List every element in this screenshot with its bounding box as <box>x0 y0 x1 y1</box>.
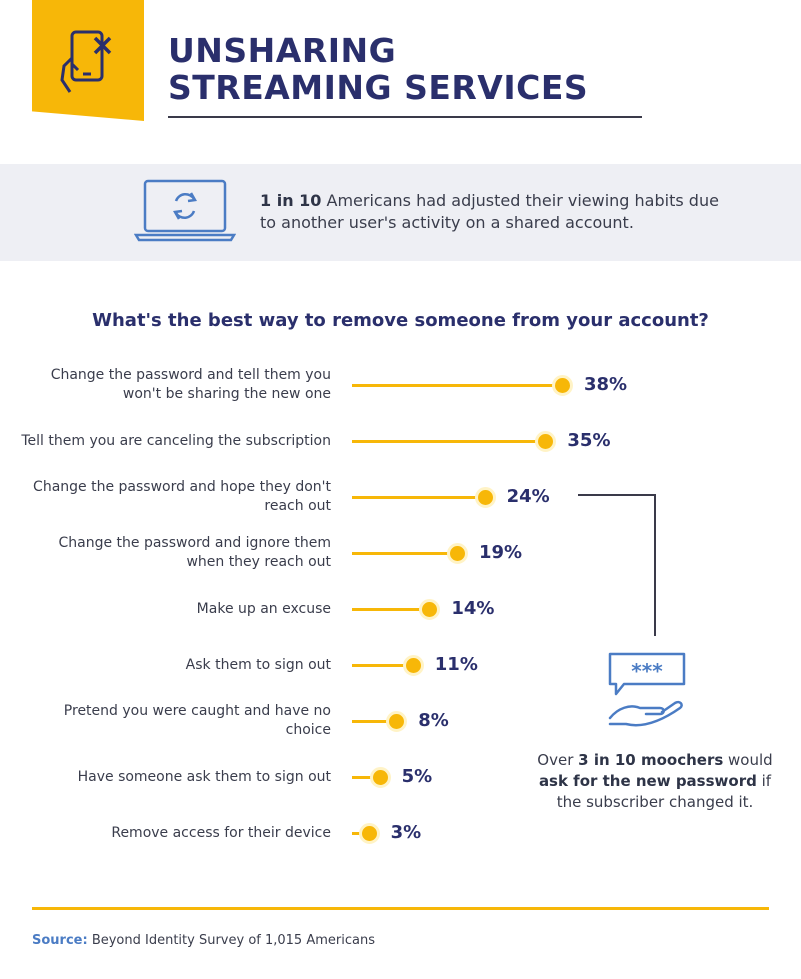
value-dot <box>419 599 441 620</box>
chart-row: Remove access for their device 3% <box>0 811 801 867</box>
value-bar <box>352 664 413 667</box>
category-label: Change the password and tell them you wo… <box>50 367 331 402</box>
chart-row: Have someone ask them to sign out 5% <box>0 755 801 811</box>
value-label: 35% <box>567 430 611 451</box>
category-label: Remove access for their device <box>111 824 331 841</box>
svg-text:***: *** <box>631 659 663 683</box>
category-label: Ask them to sign out <box>185 656 331 673</box>
source-text: Beyond Identity Survey of 1,015 American… <box>87 933 375 948</box>
laptop-refresh-icon <box>134 179 236 242</box>
chart-row: Change the password and tell them you wo… <box>0 363 801 419</box>
value-dot <box>358 823 380 844</box>
value-dot <box>552 375 573 396</box>
value-bar <box>352 776 380 779</box>
category-label: Change the password and hope they don't … <box>33 479 331 514</box>
category-label: Change the password and ignore them when… <box>58 535 331 570</box>
chart-row: Make up an excuse 14% <box>0 587 801 643</box>
chart-row: Change the password and hope they don't … <box>0 475 801 531</box>
category-label: Make up an excuse <box>196 600 331 617</box>
value-bar <box>352 552 457 555</box>
chart-row: Pretend you were caught and have no choi… <box>0 699 801 755</box>
footer-divider <box>32 907 769 910</box>
callout-connector-vertical <box>654 494 656 636</box>
chart-row: Change the password and ignore them when… <box>0 531 801 587</box>
title-divider <box>168 116 642 118</box>
value-label: 3% <box>390 822 422 843</box>
header-icon-banner <box>32 0 144 121</box>
value-bar <box>352 496 485 499</box>
password-request-icon: *** <box>608 652 686 727</box>
value-dot <box>369 767 391 788</box>
value-dot <box>447 543 468 564</box>
stat-text: 1 in 10 Americans had adjusted their vie… <box>260 190 720 234</box>
stat-body: Americans had adjusted their viewing hab… <box>260 191 719 232</box>
source-label: Source: <box>32 933 88 948</box>
value-label: 19% <box>479 542 523 563</box>
value-bar <box>352 720 397 723</box>
category-label: Tell them you are canceling the subscrip… <box>21 432 331 449</box>
value-label: 14% <box>451 598 495 619</box>
value-dot <box>474 487 496 508</box>
value-bar <box>352 440 546 443</box>
value-dot <box>402 655 424 676</box>
callout-connector <box>578 494 656 496</box>
value-label: 11% <box>434 654 478 675</box>
stat-highlight: 1 in 10 <box>260 191 322 210</box>
source-note: Source: Beyond Identity Survey of 1,015 … <box>32 933 375 948</box>
chart-row: Tell them you are canceling the subscrip… <box>0 419 801 475</box>
page-title: UNSHARING STREAMING SERVICES <box>168 31 589 107</box>
value-label: 24% <box>506 486 550 507</box>
value-dot <box>386 711 408 732</box>
callout-text: Over 3 in 10 moochers would ask for the … <box>537 751 773 811</box>
value-bar <box>352 384 562 387</box>
value-label: 8% <box>418 710 449 731</box>
value-label: 38% <box>584 374 628 395</box>
category-label: Have someone ask them to sign out <box>77 768 331 785</box>
chart-row: Ask them to sign out 11% <box>0 643 801 699</box>
stat-band: 1 in 10 Americans had adjusted their vie… <box>0 164 801 261</box>
value-dot <box>535 431 557 452</box>
value-bar <box>352 608 430 611</box>
value-label: 5% <box>401 766 433 787</box>
category-label: Pretend you were caught and have no choi… <box>63 703 331 738</box>
phone-cancel-icon <box>60 30 112 93</box>
chart-title: What's the best way to remove someone fr… <box>92 310 709 331</box>
